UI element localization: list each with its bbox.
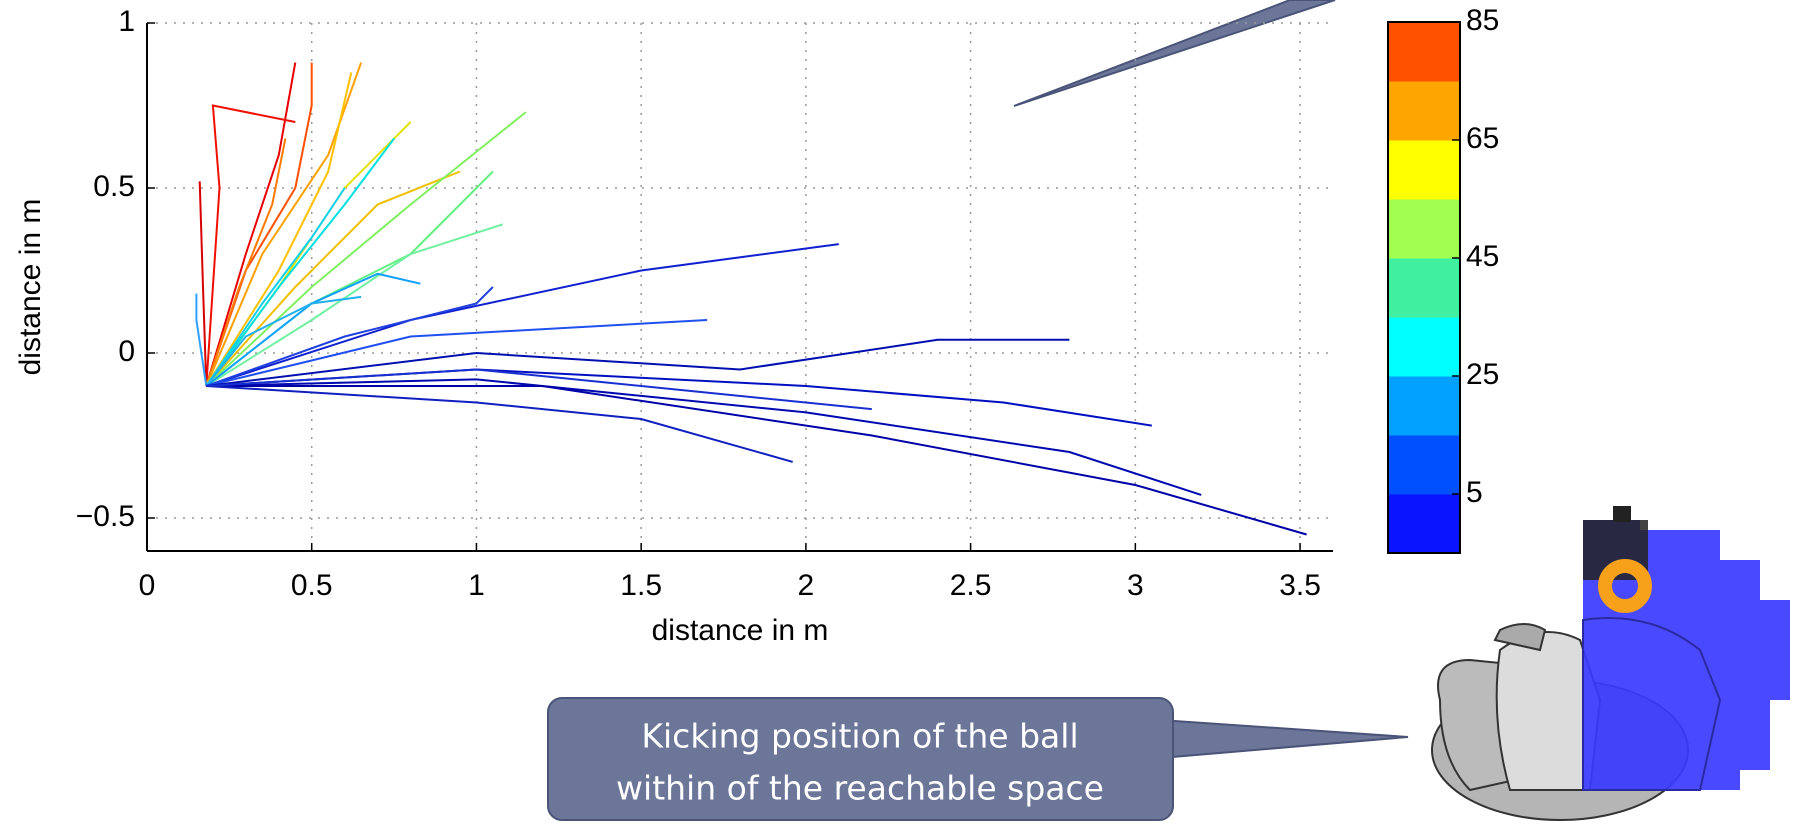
trajectory bbox=[206, 224, 503, 386]
callout-text: within of the reachable space bbox=[616, 769, 1104, 808]
colorbar-band bbox=[1388, 81, 1460, 141]
foot-part bbox=[1495, 624, 1545, 650]
x-tick-label: 2.5 bbox=[950, 569, 992, 602]
x-tick-label: 0.5 bbox=[291, 569, 333, 602]
x-tick-label: 2 bbox=[798, 569, 815, 602]
robot-foot bbox=[1432, 506, 1790, 820]
slide: Kicking position of the ball within of t… bbox=[0, 0, 1806, 824]
heat-cell bbox=[1613, 506, 1631, 522]
colorbar-band bbox=[1388, 140, 1460, 200]
trajectory bbox=[206, 139, 394, 387]
x-tick-label: 3 bbox=[1127, 569, 1144, 602]
colorbar-tick-label: 85 bbox=[1466, 4, 1499, 37]
callout-pointer bbox=[1014, 0, 1335, 106]
colorbar-band bbox=[1388, 494, 1460, 554]
x-tick-label: 0 bbox=[139, 569, 156, 602]
x-tick-label: 1 bbox=[468, 569, 485, 602]
y-tick-label: −0.5 bbox=[76, 500, 135, 533]
colorbar-tick-label: 45 bbox=[1466, 240, 1499, 273]
trajectory bbox=[206, 386, 792, 462]
y-tick-label: 0 bbox=[118, 335, 135, 368]
colorbar-band bbox=[1388, 22, 1460, 82]
y-axis-label: distance in m bbox=[14, 199, 47, 376]
x-tick-label: 1.5 bbox=[620, 569, 662, 602]
colorbar-band bbox=[1388, 376, 1460, 436]
colorbar-band bbox=[1388, 258, 1460, 318]
callout-text: Kicking position of the ball bbox=[641, 717, 1078, 756]
trajectory bbox=[206, 244, 839, 386]
trajectory bbox=[206, 370, 872, 410]
x-tick-label: 3.5 bbox=[1279, 569, 1321, 602]
y-tick-label: 1 bbox=[118, 5, 135, 38]
colorbar-band bbox=[1388, 317, 1460, 377]
y-tick-label: 0.5 bbox=[93, 170, 135, 203]
trajectory bbox=[206, 188, 344, 386]
colorbar-band bbox=[1388, 435, 1460, 495]
x-axis-label: distance in m bbox=[652, 614, 829, 647]
colorbar-band bbox=[1388, 199, 1460, 259]
trajectory bbox=[206, 172, 493, 387]
colorbar-tick-label: 25 bbox=[1466, 358, 1499, 391]
callout-pointer bbox=[1160, 720, 1408, 758]
colorbar-tick-label: 65 bbox=[1466, 122, 1499, 155]
colorbar-tick-label: 5 bbox=[1466, 476, 1483, 509]
